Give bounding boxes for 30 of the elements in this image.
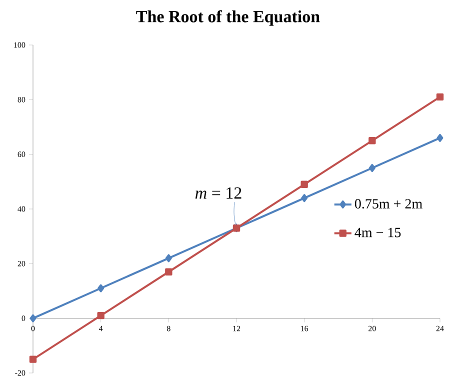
y-tick-label: 0 [22, 316, 26, 322]
point [436, 93, 444, 101]
point [165, 268, 172, 276]
point [165, 254, 172, 262]
x-tick-label: 24 [436, 326, 444, 332]
point [368, 164, 376, 172]
point [301, 194, 308, 202]
point [300, 180, 308, 188]
x-tick-label: 0 [31, 326, 35, 332]
y-tick-label: 100 [14, 42, 26, 48]
x-tick-label: 4 [98, 326, 103, 332]
y-tick-label: -20 [15, 370, 26, 376]
x-tick-label: 12 [233, 326, 240, 332]
y-tick-label: 20 [18, 260, 26, 266]
x-tick-label: 20 [368, 326, 376, 332]
point [98, 284, 104, 292]
x-tick-label: 16 [301, 326, 308, 332]
y-tick-label: 40 [18, 206, 26, 212]
y-tick-label: 60 [18, 152, 26, 158]
point [97, 312, 104, 320]
chart-title: The Root of the Equation [136, 10, 320, 26]
point [436, 134, 444, 142]
legend-label: 0.75m + 2m [354, 199, 422, 209]
point [368, 137, 376, 144]
point [30, 314, 36, 322]
x-tick-label: 8 [166, 326, 170, 332]
y-tick-label: 80 [18, 96, 26, 102]
annotation: m = 12 [195, 187, 242, 199]
point [29, 356, 37, 363]
legend-label: 4m − 15 [354, 228, 401, 238]
